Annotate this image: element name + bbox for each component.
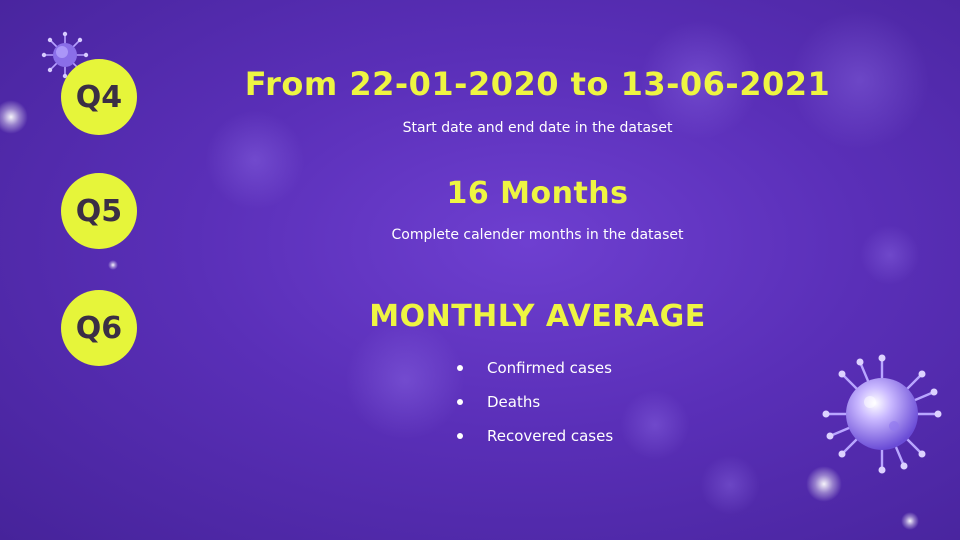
list-item-label: Recovered cases bbox=[487, 427, 614, 445]
bokeh-light bbox=[901, 512, 919, 530]
q4-title: From 22-01-2020 to 13-06-2021 bbox=[244, 65, 831, 103]
q6-bullet-list: Confirmed cases Deaths Recovered cases bbox=[455, 358, 613, 460]
list-item-label: Confirmed cases bbox=[487, 359, 612, 377]
q6-title: MONTHLY AVERAGE bbox=[369, 299, 706, 334]
bokeh-light bbox=[700, 455, 760, 515]
bokeh-light bbox=[108, 260, 118, 270]
question-badge-q4: Q4 bbox=[61, 59, 137, 135]
list-item-label: Deaths bbox=[487, 393, 541, 411]
bokeh-light bbox=[620, 390, 690, 460]
bokeh-light bbox=[0, 100, 28, 134]
bullet-icon bbox=[457, 365, 463, 371]
bullet-icon bbox=[457, 433, 463, 439]
list-item: Recovered cases bbox=[455, 426, 613, 460]
question-badge-q5: Q5 bbox=[61, 173, 137, 249]
q5-subtitle: Complete calender months in the dataset bbox=[391, 227, 684, 243]
virus-icon bbox=[822, 354, 942, 474]
bokeh-light bbox=[345, 320, 465, 440]
q4-subtitle: Start date and end date in the dataset bbox=[402, 120, 673, 136]
list-item: Deaths bbox=[455, 392, 613, 426]
q5-title: 16 Months bbox=[446, 176, 629, 211]
question-badge-q6: Q6 bbox=[61, 290, 137, 366]
virus-icon bbox=[41, 31, 89, 79]
bullet-icon bbox=[457, 399, 463, 405]
list-item: Confirmed cases bbox=[455, 358, 613, 392]
